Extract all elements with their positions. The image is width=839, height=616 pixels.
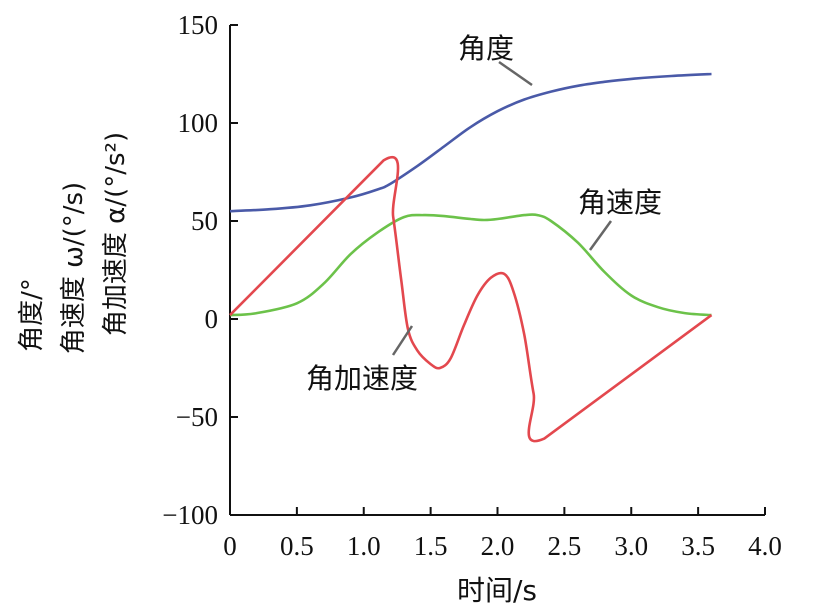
- angular-velocity-annotation: 角速度: [578, 186, 662, 219]
- y-axis-label-line-3: 角加速度 α/(°/s²): [101, 132, 131, 336]
- angular-velocity-line: [229, 213, 712, 317]
- x-tick-label: 3.0: [614, 531, 648, 561]
- y-axis-label-line-2: 角速度 ω/(°/s): [59, 182, 89, 354]
- x-tick-label: 3.5: [681, 531, 715, 561]
- x-tick-label: 2.5: [548, 531, 582, 561]
- y-tick-label: −50: [176, 402, 218, 432]
- angle-line: [229, 72, 712, 213]
- x-tick-label: 1.5: [414, 531, 448, 561]
- angular-acceleration-leader-line: [391, 325, 414, 356]
- angle-annotation: 角度: [458, 32, 514, 65]
- y-axis-label-line-1: 角度/°: [17, 278, 47, 352]
- angular-velocity-leader-line: [588, 220, 613, 251]
- x-tick-label: 2.0: [481, 531, 515, 561]
- ticks: 0 0.5 1.0 1.5 2.0 2.5 3.0 3.5 4.0 −100 −50 0 50 100 15…: [162, 10, 782, 561]
- x-tick-label: 4.0: [748, 531, 782, 561]
- x-axis-label: 时间/s: [457, 574, 537, 607]
- x-tick-label: 0.5: [280, 531, 314, 561]
- y-tick-label: 100: [178, 108, 219, 138]
- x-tick-label: 1.0: [347, 531, 381, 561]
- y-tick-label: −100: [162, 500, 218, 530]
- angular-acceleration-annotation: 角加速度: [306, 362, 418, 395]
- angular-acceleration-line: [229, 156, 713, 443]
- y-tick-label: 50: [191, 206, 218, 236]
- x-tick-label: 0: [223, 531, 237, 561]
- angle-leader-line: [498, 60, 533, 87]
- y-tick-label: 150: [178, 10, 219, 40]
- series-group: [229, 72, 713, 443]
- y-tick-label: 0: [205, 304, 219, 334]
